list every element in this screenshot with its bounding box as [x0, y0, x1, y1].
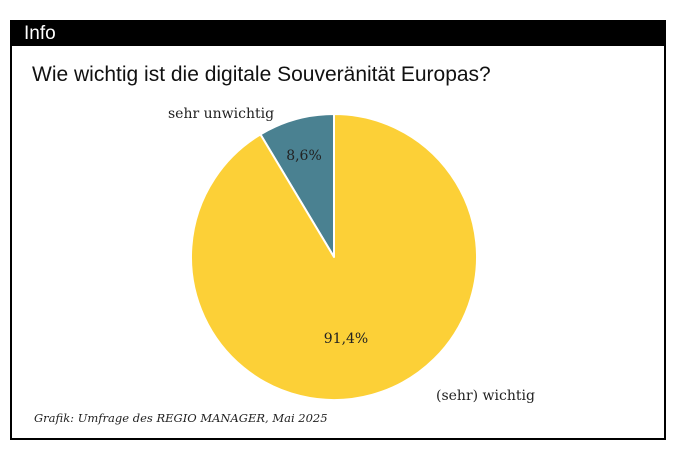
pie-slices [190, 113, 478, 401]
chart-title: Wie wichtig ist die digitale Souveränitä… [32, 63, 491, 86]
header-bar: Info [12, 22, 664, 46]
header-label: Info [24, 23, 56, 44]
source-note: Grafik: Umfrage des REGIO MANAGER, Mai 2… [34, 411, 328, 425]
slice-label-sehr-wichtig: (sehr) wichtig [436, 388, 535, 404]
pie-slice-sehr-wichtig [190, 113, 478, 401]
slice-value-sehr-unwichtig: 8,6% [286, 148, 322, 164]
slice-label-sehr-unwichtig: sehr unwichtig [168, 106, 274, 122]
slice-value-sehr-wichtig: 91,4% [324, 331, 368, 347]
